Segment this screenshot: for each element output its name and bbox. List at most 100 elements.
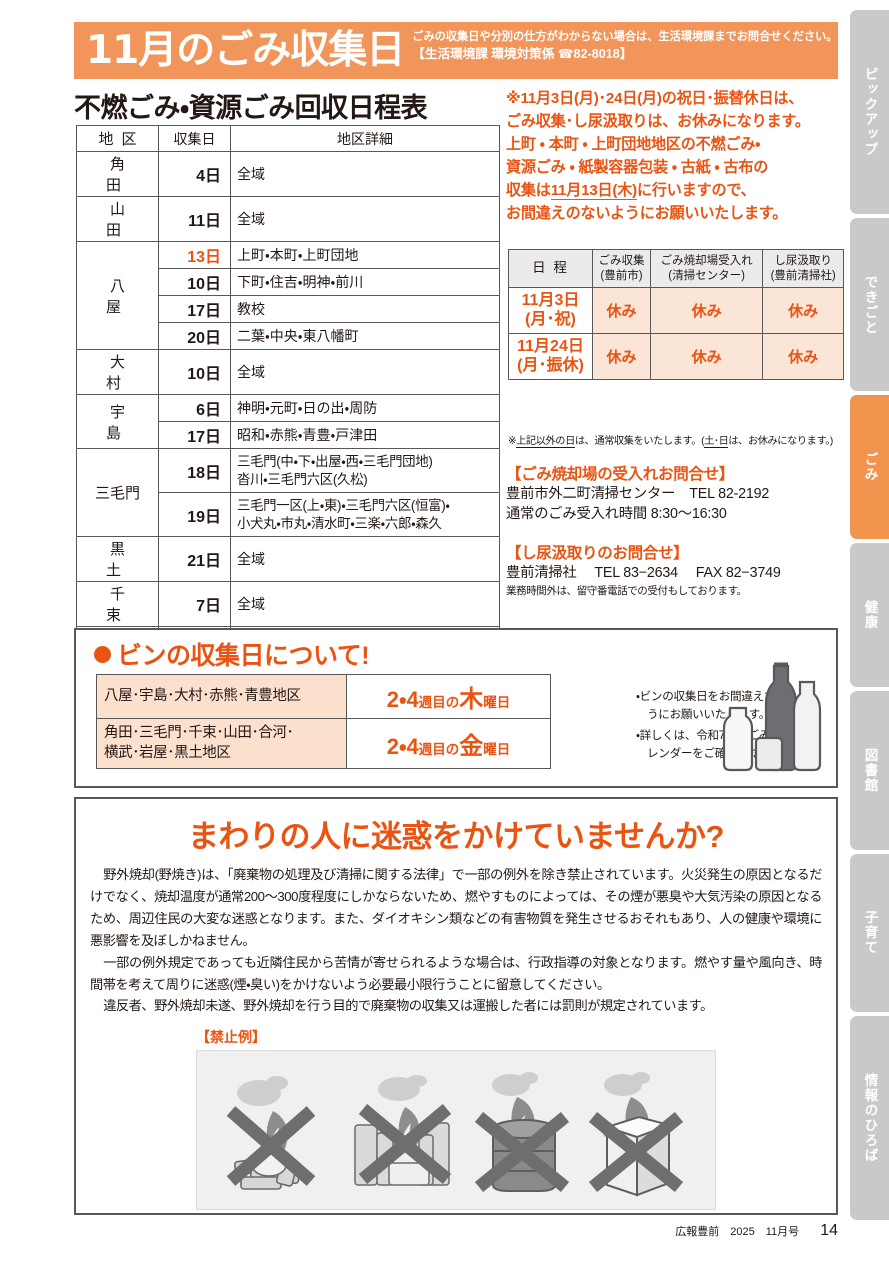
footnote-underline-1: 上記以外の日 <box>516 436 575 448</box>
article-title: まわりの人に迷惑をかけていませんか? <box>187 819 725 854</box>
notice-date-emphasis: 11月13日(木) <box>550 181 637 200</box>
notice-line-4: 資源ごみ ・ 紙製容器包装 ・ 古紙 ・ 古布の <box>506 158 769 176</box>
cell-area-detail: 二葉・中央・東八幡町 <box>230 322 500 350</box>
bottle-day-cell: 2・4週目の木曜日 <box>346 674 551 719</box>
holiday-status-cell: 休み <box>649 287 764 334</box>
cell-collection-day: 10日 <box>158 349 231 395</box>
page-header-banner: 11月のごみ収集日 ごみの収集日や分別の仕方がわからない場合は、生活環境課までお… <box>74 22 838 79</box>
sidebar-tab-label: 子育て <box>862 910 878 956</box>
holiday-footnote: ※上記以外の日は、通常収集をいたします。(土･日は、お休みになります。) <box>508 432 848 448</box>
table-header-row: 地区 収集日 地区詳細 <box>76 125 500 152</box>
cell-area: 大 村 <box>76 349 159 395</box>
cell-area-detail: 上町・本町・上町団地 <box>230 241 500 269</box>
footer-text: 広報豊前 2025 11月号 <box>675 1226 800 1238</box>
table-row: 千 束 7日 全域 <box>76 581 500 627</box>
sidebar-tab-item[interactable]: 情報のひろば <box>850 1016 889 1221</box>
header-day: 収集日 <box>158 125 231 152</box>
notice-line-5-pre: 収集は <box>506 181 551 199</box>
holiday-date-cell: 11月24日 (月･振休) <box>508 333 593 380</box>
notice-line-6: お間違えのないようにお願いいたします。 <box>506 204 788 222</box>
holiday-status-cell: 休み <box>592 333 651 380</box>
cell-area-detail: 全域 <box>230 349 500 395</box>
cell-area: 八 屋 <box>76 241 159 350</box>
banner-note: ごみの収集日や分別の仕方がわからない場合は、生活環境課までお問合せください。 <box>412 31 838 43</box>
holiday-header-gomi: ごみ収集 (豊前市) <box>592 249 651 288</box>
side-tab-navigation: ピックアップできごとごみ健康図書館子育て情報のひろば <box>850 10 889 1221</box>
sidebar-tab-label: ごみ <box>862 452 878 483</box>
holiday-date-cell: 11月3日 (月･祝) <box>508 287 593 334</box>
table-row: 角 田 4日 全域 <box>76 151 500 197</box>
bottle-section-title: ビンの収集日について! <box>94 636 370 672</box>
cell-collection-day: 18日 <box>158 448 231 493</box>
cell-area-detail: 三毛門一区(上・東)・三毛門六区(恒富)・ 小犬丸・市丸・清水町・三楽・六郎・森久 <box>230 492 500 537</box>
holiday-header-incinerator-top: ごみ焼却場受入れ <box>660 255 753 268</box>
sidebar-tab-item[interactable]: 子育て <box>850 853 889 1013</box>
sidebar-tab-item[interactable]: 健康 <box>850 543 889 687</box>
cell-collection-day: 6日 <box>158 394 231 422</box>
banner-title: 11月のごみ収集日 <box>86 28 405 73</box>
holiday-status-cell: 休み <box>592 287 651 334</box>
cell-area-detail: 教校 <box>230 295 500 323</box>
holiday-header-sewage-bottom: (豊前清掃社) <box>770 269 836 282</box>
ban-item-incinerator-fire <box>579 1067 697 1199</box>
cell-area-detail: 全域 <box>230 581 500 627</box>
sidebar-tab-item[interactable]: できごと <box>850 217 889 392</box>
cell-area-detail: 昭和・赤熊・青豊・戸津田 <box>230 421 500 449</box>
sidebar-tab-item[interactable]: 図書館 <box>850 690 889 850</box>
cell-collection-day: 13日 <box>158 241 231 269</box>
cell-collection-day: 10日 <box>158 268 231 296</box>
article-paragraph: 野外焼却(野焼き)は、「廃棄物の処理及び清掃に関する法律」で一部の例外を除き禁止… <box>90 867 822 948</box>
ban-examples-figure <box>196 1050 716 1211</box>
holiday-header-sewage-top: し尿汲取り <box>774 255 832 268</box>
contact-line-1: 豊前清掃社 TEL 83−2634 FAX 82−3749 <box>506 565 781 581</box>
bottle-row: 角田･三毛門･千束･山田･合河･ 横武･岩屋･黒土地区 2・4週目の金曜日 <box>96 717 551 770</box>
cell-collection-day: 20日 <box>158 322 231 350</box>
header-detail: 地区詳細 <box>230 125 500 152</box>
contact-heading: 【し尿汲取りのお問合せ】 <box>506 545 689 562</box>
holiday-status-cell: 休み <box>762 333 844 380</box>
contact-small-note: 業務時間外は、留守番電話での受付もしております。 <box>506 585 747 598</box>
table-row: 山 田 11日 全域 <box>76 196 500 242</box>
contact-line-1: 豊前市外二町清掃センター TEL 82-2192 <box>506 486 770 502</box>
holiday-header-sewage: し尿汲取り (豊前清掃社) <box>762 249 844 288</box>
holiday-status-cell: 休み <box>649 333 764 380</box>
holiday-status-cell: 休み <box>762 287 844 334</box>
bottle-body: 八屋･宇島･大村･赤熊･青豊地区 2・4週目の木曜日 角田･三毛門･千束･山田･合河… <box>96 674 551 770</box>
cell-collection-day: 11日 <box>158 196 231 242</box>
cell-area-detail: 下町・住吉・明神・前川 <box>230 268 500 296</box>
cell-area-detail: 全域 <box>230 196 500 242</box>
notice-line-1: ※11月3日(月)･24日(月)の祝日･振替休日は、 <box>506 90 804 107</box>
footnote-marker: ※ <box>508 436 517 447</box>
bottle-schedule-table: 八屋･宇島･大村･赤熊･青豊地区 2・4週目の木曜日 角田･三毛門･千束･山田･合河… <box>96 674 551 770</box>
sidebar-tab-item[interactable]: ピックアップ <box>850 10 889 214</box>
ban-examples-label: 【禁止例】 <box>196 1029 266 1046</box>
cell-collection-day: 19日 <box>158 492 231 537</box>
table-row: 宇 島 6日 神明・元町・日の出・周防 <box>76 394 500 449</box>
contact-block-sewage: 【し尿汲取りのお問合せ】 豊前清掃社 TEL 83−2634 FAX 82−37… <box>506 541 851 598</box>
holiday-notice: ※11月3日(月)･24日(月)の祝日･振替休日は、 ごみ収集･し尿汲取りは、お… <box>506 88 844 226</box>
contact-heading: 【ごみ焼却場の受入れお問合せ】 <box>506 466 735 483</box>
holiday-row: 11月24日 (月･振休) 休み 休み 休み <box>508 333 844 380</box>
bottle-collection-section: ビンの収集日について! 八屋･宇島･大村･赤熊･青豊地区 2・4週目の木曜日 角田･… <box>74 628 838 788</box>
bottles-illustration <box>722 662 822 772</box>
holiday-header-gomi-top: ごみ収集 <box>598 255 645 268</box>
cell-collection-day: 17日 <box>158 421 231 449</box>
table-row: 20日 二葉・中央・東八幡町 <box>77 322 500 350</box>
table-row: 黒 土 21日 全域 <box>76 536 500 582</box>
sidebar-tab-active[interactable]: ごみ <box>850 395 889 540</box>
cell-area-detail: 神明・元町・日の出・周防 <box>230 394 500 422</box>
cell-collection-day: 4日 <box>158 151 231 197</box>
holiday-header-gomi-bottom: (豊前市) <box>600 269 643 282</box>
bullet-dot-icon <box>94 646 111 663</box>
footnote-mid: は、通常収集をいたします。( <box>574 436 705 447</box>
bottle-day-cell: 2・4週目の金曜日 <box>346 717 551 770</box>
sidebar-tab-label: できごと <box>862 274 878 335</box>
table-row: 三毛門 18日 三毛門(中・下・出屋・西・三毛門団地) 沓川・三毛門六区(久松) <box>76 448 500 537</box>
footnote-underline-2: 土･日 <box>704 436 729 448</box>
cell-area: 千 束 <box>76 581 159 627</box>
sidebar-tab-label: 情報のひろば <box>862 1073 878 1164</box>
banner-contact: 【生活環境課 環境対策係 ☎82-8018】 <box>412 47 633 62</box>
sidebar-tab-label: 健康 <box>862 600 878 631</box>
cell-area-detail: 全域 <box>230 536 500 582</box>
